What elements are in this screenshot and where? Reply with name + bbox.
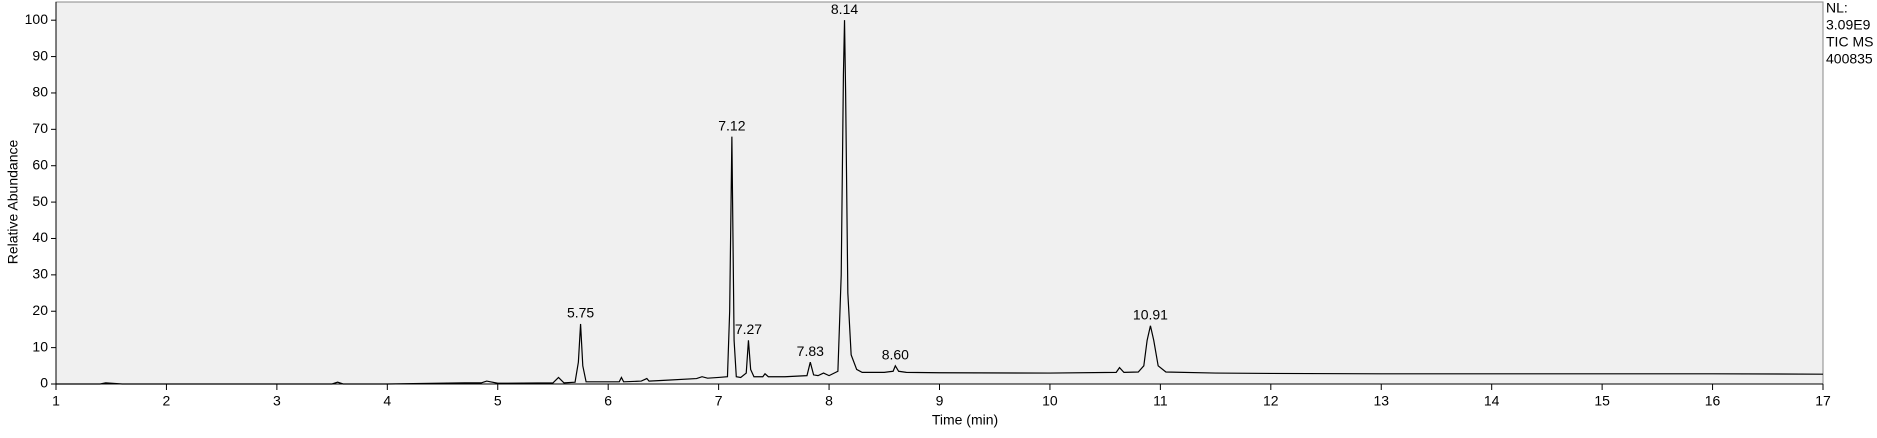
peak-label: 5.75 bbox=[567, 305, 594, 321]
x-tick-label: 15 bbox=[1594, 393, 1610, 409]
y-tick-label: 40 bbox=[32, 229, 48, 245]
plot-area bbox=[55, 1, 1824, 385]
y-tick-label: 30 bbox=[32, 266, 48, 282]
peak-label: 7.27 bbox=[735, 321, 762, 337]
y-tick-label: 0 bbox=[40, 375, 48, 391]
y-tick-label: 70 bbox=[32, 120, 48, 136]
peak-label: 10.91 bbox=[1133, 306, 1168, 322]
info-text: 400835 bbox=[1826, 51, 1873, 67]
x-tick-label: 14 bbox=[1484, 393, 1500, 409]
x-tick-label: 7 bbox=[715, 393, 723, 409]
x-tick-label: 5 bbox=[494, 393, 502, 409]
info-text: NL: bbox=[1826, 0, 1848, 16]
x-tick-label: 17 bbox=[1815, 393, 1831, 409]
x-axis-title: Time (min) bbox=[932, 412, 998, 428]
x-tick-label: 13 bbox=[1373, 393, 1389, 409]
y-tick-label: 20 bbox=[32, 302, 48, 318]
x-tick-label: 2 bbox=[163, 393, 171, 409]
x-tick-label: 6 bbox=[604, 393, 612, 409]
x-tick-label: 3 bbox=[273, 393, 281, 409]
y-tick-label: 80 bbox=[32, 84, 48, 100]
x-tick-label: 11 bbox=[1153, 393, 1168, 409]
peak-label: 7.12 bbox=[718, 117, 745, 133]
info-text: TIC MS bbox=[1826, 34, 1873, 50]
y-tick-label: 90 bbox=[32, 47, 48, 63]
x-tick-label: 1 bbox=[52, 393, 60, 409]
y-axis-title: Relative Abundance bbox=[5, 140, 21, 265]
y-tick-label: 100 bbox=[25, 11, 49, 27]
trace bbox=[56, 20, 1824, 385]
x-tick-label: 16 bbox=[1705, 393, 1721, 409]
peak-label: 8.14 bbox=[831, 1, 858, 17]
y-tick-label: 50 bbox=[32, 193, 48, 209]
peak-label: 7.83 bbox=[797, 343, 824, 359]
y-tick-label: 10 bbox=[32, 338, 48, 354]
x-tick-label: 12 bbox=[1263, 393, 1279, 409]
x-tick-label: 4 bbox=[383, 393, 391, 409]
peak-label: 8.60 bbox=[882, 347, 909, 363]
y-tick-label: 60 bbox=[32, 156, 48, 172]
x-tick-label: 10 bbox=[1042, 393, 1058, 409]
info-text: 3.09E9 bbox=[1826, 17, 1871, 33]
x-tick-label: 8 bbox=[825, 393, 833, 409]
x-tick-label: 9 bbox=[936, 393, 944, 409]
